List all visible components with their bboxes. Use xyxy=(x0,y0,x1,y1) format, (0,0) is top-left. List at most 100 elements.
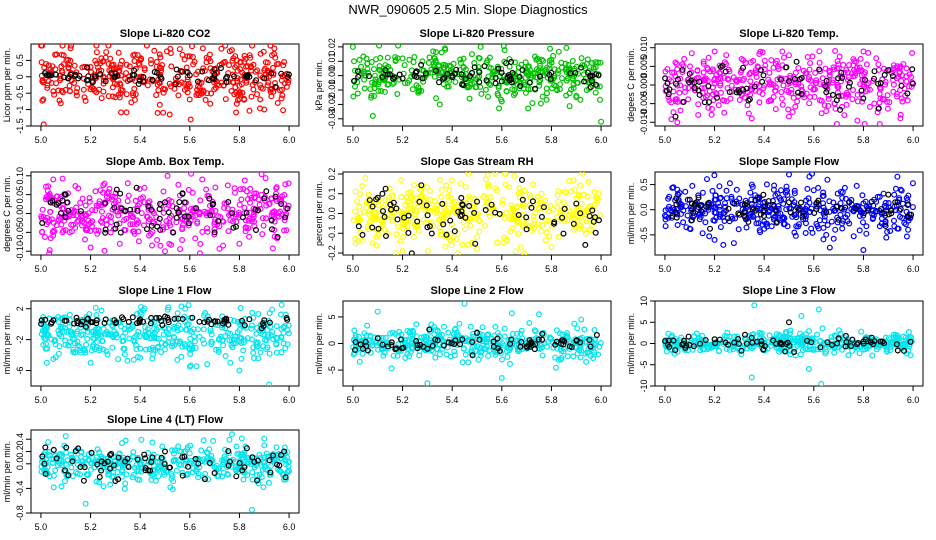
data-point xyxy=(360,70,367,77)
x-tick-label: 5.0 xyxy=(659,264,672,274)
data-point xyxy=(525,86,532,93)
data-point xyxy=(362,174,369,181)
data-point xyxy=(197,87,204,94)
data-point xyxy=(90,328,97,335)
data-point xyxy=(410,59,417,66)
data-point-ref xyxy=(783,64,790,71)
data-point xyxy=(815,225,822,232)
data-point xyxy=(74,342,81,349)
x-tick-label: 6.0 xyxy=(907,135,920,145)
data-point xyxy=(436,101,443,108)
data-point xyxy=(141,222,148,229)
data-point xyxy=(766,69,773,76)
data-point-ref xyxy=(354,68,361,75)
data-point xyxy=(517,244,524,251)
data-point xyxy=(40,96,47,103)
data-point-ref xyxy=(724,215,731,222)
data-point xyxy=(354,215,361,222)
data-point xyxy=(352,188,359,195)
data-point xyxy=(369,342,376,349)
data-point xyxy=(467,215,474,222)
data-point-ref xyxy=(765,198,772,205)
data-point xyxy=(178,353,185,360)
data-point xyxy=(461,301,468,307)
data-point-ref xyxy=(519,196,526,203)
data-point xyxy=(368,210,375,217)
data-point xyxy=(266,200,273,207)
data-point xyxy=(452,78,459,85)
data-point xyxy=(781,215,788,222)
data-point-ref xyxy=(158,75,165,82)
data-point xyxy=(513,204,520,211)
data-point xyxy=(260,48,267,55)
data-point xyxy=(438,335,445,342)
data-point xyxy=(386,185,393,192)
data-point-ref xyxy=(366,197,373,204)
data-point xyxy=(507,360,514,367)
data-point xyxy=(419,58,426,65)
data-point xyxy=(135,219,142,226)
data-point xyxy=(787,72,794,79)
data-point-ref xyxy=(59,197,66,204)
data-point xyxy=(226,436,233,443)
data-point xyxy=(534,193,541,200)
data-point xyxy=(251,355,258,362)
data-point xyxy=(416,352,423,359)
data-point xyxy=(248,93,255,100)
data-point xyxy=(594,59,601,66)
data-point xyxy=(574,350,581,357)
data-point xyxy=(154,109,161,116)
data-point xyxy=(895,225,902,232)
data-point xyxy=(249,44,256,49)
data-point xyxy=(46,247,53,254)
data-point xyxy=(551,82,558,89)
data-point xyxy=(398,177,405,184)
data-point xyxy=(834,58,841,65)
data-point xyxy=(896,213,903,220)
data-point xyxy=(504,238,511,245)
data-point xyxy=(203,186,210,193)
data-point xyxy=(153,63,160,70)
x-tick-label: 5.6 xyxy=(184,395,197,405)
data-point xyxy=(374,308,381,315)
data-point xyxy=(115,356,122,363)
data-point xyxy=(281,58,288,65)
data-point xyxy=(716,213,723,220)
data-point xyxy=(828,218,835,225)
data-point-ref xyxy=(528,204,535,211)
chart-panel-5: Slope Gas Stream RH5.0 5.2 5.4 5.6 5.8 6.0-0.… xyxy=(314,156,612,274)
x-tick-label: 5.8 xyxy=(233,264,246,274)
data-point xyxy=(798,83,805,90)
data-point-ref xyxy=(894,347,901,354)
data-point xyxy=(141,184,148,191)
data-point xyxy=(750,57,757,64)
data-point xyxy=(467,222,474,229)
data-point xyxy=(236,240,243,247)
data-point-ref xyxy=(439,200,446,207)
data-point-ref xyxy=(441,74,448,81)
data-point xyxy=(777,197,784,204)
data-point xyxy=(839,194,846,201)
data-point xyxy=(68,451,75,458)
data-point xyxy=(470,333,477,340)
data-point xyxy=(809,229,816,236)
data-point xyxy=(823,108,830,115)
data-point-ref xyxy=(811,210,818,217)
data-point xyxy=(803,70,810,77)
data-point xyxy=(555,188,562,195)
data-point xyxy=(375,231,382,238)
data-point xyxy=(135,60,142,67)
x-tick-label: 5.8 xyxy=(545,135,558,145)
data-point-ref xyxy=(380,208,387,215)
data-point xyxy=(86,198,93,205)
data-point xyxy=(137,345,144,352)
data-point xyxy=(269,328,276,335)
data-point xyxy=(903,65,910,72)
data-point-ref xyxy=(243,209,250,216)
data-point xyxy=(536,65,543,72)
data-point-ref xyxy=(449,72,456,79)
data-point xyxy=(166,111,173,118)
data-point xyxy=(380,340,387,347)
data-point xyxy=(480,194,487,201)
